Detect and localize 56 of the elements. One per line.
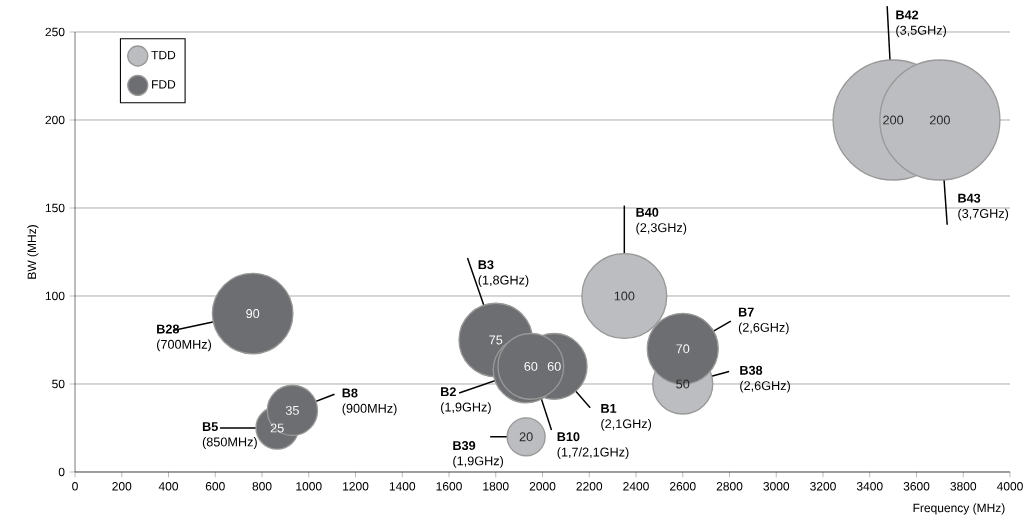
x-tick-label: 400: [158, 482, 179, 491]
annotation: B42 (3,5GHz): [896, 10, 947, 38]
data-label: 35: [285, 405, 299, 415]
annotation: B8 (900MHz): [342, 388, 397, 416]
x-tick-label: 1400: [389, 482, 416, 491]
annotation: B28 (700MHz): [157, 324, 212, 352]
y-tick-label: 0: [58, 467, 65, 477]
data-label: 60: [547, 361, 561, 371]
annotation: B38 (2,6GHz): [740, 365, 790, 393]
data-label: 200: [883, 115, 904, 125]
x-tick-label: 0: [72, 482, 78, 491]
x-tick-label: 3000: [763, 482, 790, 491]
x-tick-label: 3800: [950, 482, 977, 491]
x-tick-label: 3600: [903, 482, 930, 491]
data-label: 75: [489, 335, 503, 345]
annotation: B10 (1,7/2,1GHz): [557, 432, 629, 460]
x-tick-label: 200: [112, 482, 132, 491]
data-label: 200: [929, 115, 950, 125]
x-tick-label: 3400: [856, 482, 883, 491]
x-axis-title: Frequency (MHz): [913, 503, 1005, 515]
data-label: 50: [676, 379, 690, 389]
x-tick-label: 2200: [576, 482, 603, 491]
y-tick-label: 50: [52, 379, 65, 389]
data-label: 70: [676, 344, 690, 354]
annotation: B2 (1,9GHz): [441, 387, 491, 415]
y-tick-label: 200: [45, 115, 65, 125]
x-tick-label: 1000: [296, 482, 322, 491]
x-tick-label: 2800: [716, 482, 743, 491]
annotation: B40 (2,3GHz): [636, 207, 687, 235]
data-label: 90: [246, 309, 260, 319]
x-tick-label: 2000: [529, 482, 556, 491]
data-label: 100: [614, 291, 635, 301]
annotation: B43 (3,7GHz): [958, 193, 1009, 221]
x-tick-label: 600: [205, 482, 225, 491]
data-label: 20: [519, 432, 533, 442]
annotation: B7 (2,6GHz): [738, 307, 789, 335]
legend-label: TDD: [151, 50, 176, 60]
data-label: 25: [270, 423, 284, 433]
annotation: B39 (1,9GHz): [453, 441, 504, 468]
x-tick-label: 800: [252, 482, 272, 491]
legend-label: FDD: [152, 80, 176, 89]
y-tick-label: 250: [45, 27, 65, 37]
data-label: 60: [524, 361, 538, 371]
x-tick-label: 1800: [483, 482, 509, 491]
x-tick-label: 3200: [810, 482, 836, 491]
x-tick-label: 1200: [343, 482, 369, 491]
y-tick-label: 150: [45, 203, 65, 213]
y-axis-title: BW (MHz): [27, 225, 39, 279]
x-tick-label: 4000: [996, 482, 1023, 491]
annotation: B3 (1,8GHz): [478, 260, 529, 288]
y-tick-label: 100: [45, 291, 65, 301]
x-tick-label: 1600: [436, 482, 462, 491]
x-tick-label: 2400: [623, 482, 649, 491]
x-tick-label: 2600: [670, 482, 696, 491]
annotation: B5 (850MHz): [202, 422, 257, 449]
annotation: B1 (2,1GHz): [601, 404, 652, 431]
